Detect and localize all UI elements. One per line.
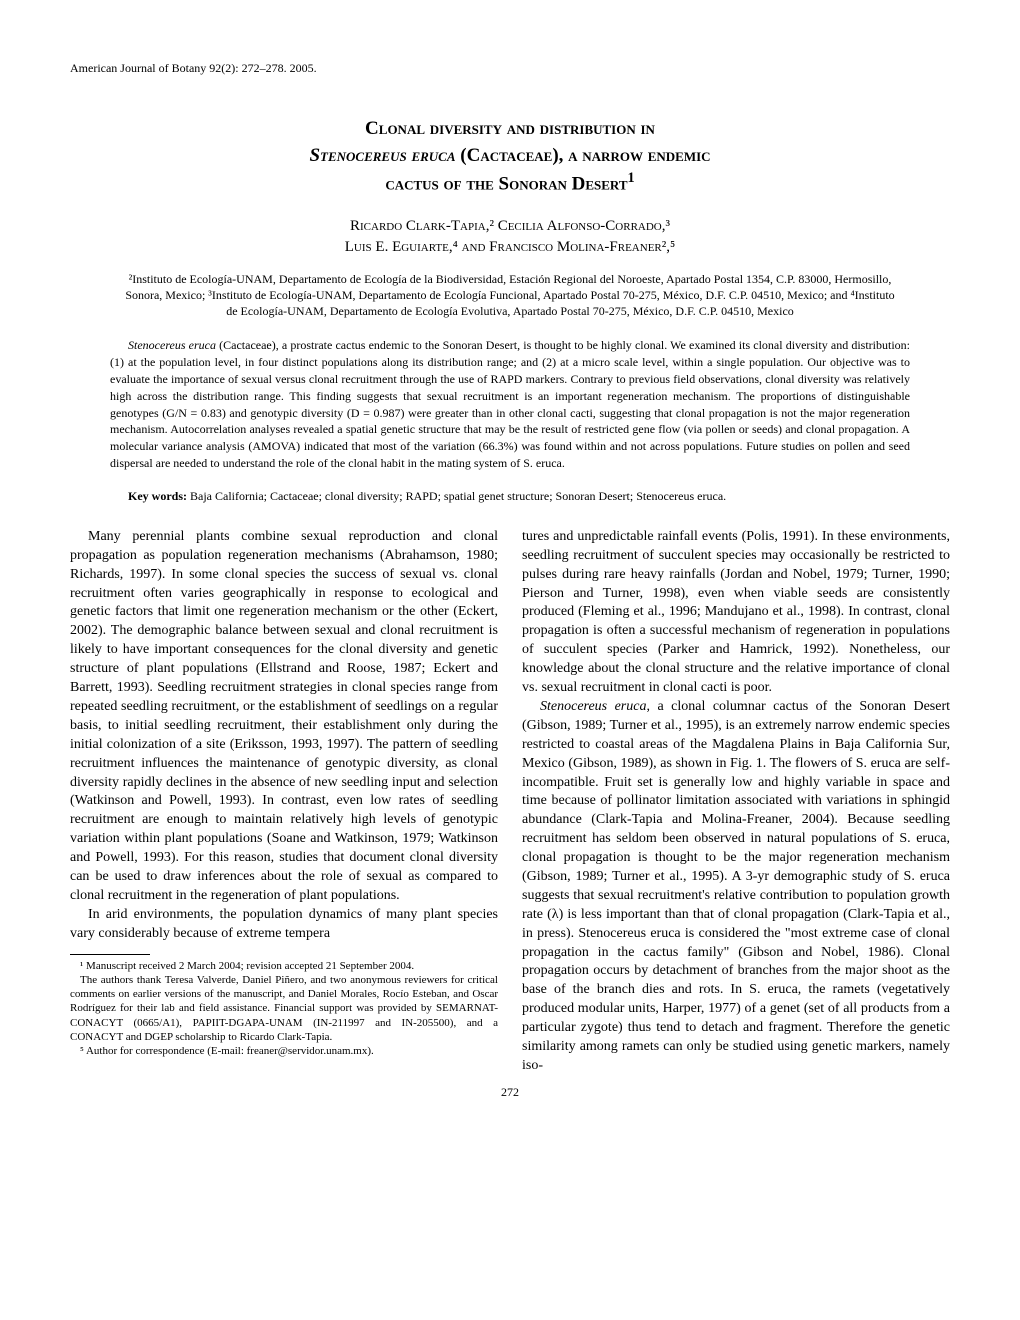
body-paragraph-3: tures and unpredictable rainfall events …	[522, 528, 950, 698]
abstract-body: (Cactaceae), a prostrate cactus endemic …	[110, 338, 910, 470]
body-paragraph-4: Stenocereus eruca, a clonal columnar cac…	[522, 698, 950, 1076]
affiliations: ²Instituto de Ecología-UNAM, Departament…	[120, 271, 900, 320]
title-footnote-marker: 1	[628, 170, 635, 186]
abstract: Stenocereus eruca (Cactaceae), a prostra…	[110, 337, 910, 471]
page-number: 272	[70, 1084, 950, 1100]
body-p4-species: Stenocereus eruca	[540, 699, 646, 714]
title-line2-rest: (Cactaceae), a narrow endemic	[456, 145, 711, 166]
footnote-1: ¹ Manuscript received 2 March 2004; revi…	[70, 959, 498, 973]
footnote-3: ⁵ Author for correspondence (E-mail: fre…	[70, 1044, 498, 1058]
keywords-text: Baja California; Cactaceae; clonal diver…	[190, 489, 726, 503]
title-line1: Clonal diversity and distribution in	[365, 118, 655, 139]
keywords: Key words: Baja California; Cactaceae; c…	[110, 488, 910, 504]
footnote-2: The authors thank Teresa Valverde, Danie…	[70, 973, 498, 1044]
body-p4-rest: , a clonal columnar cactus of the Sonora…	[522, 699, 950, 1073]
body-paragraph-2: In arid environments, the population dyn…	[70, 906, 498, 944]
journal-header: American Journal of Botany 92(2): 272–27…	[70, 60, 950, 76]
title-line3: cactus of the Sonoran Desert	[385, 174, 627, 195]
body-columns: Many perennial plants combine sexual rep…	[70, 528, 950, 1076]
authors-line2: Luis E. Eguiarte,⁴ and Francisco Molina-…	[345, 239, 675, 255]
body-paragraph-1: Many perennial plants combine sexual rep…	[70, 528, 498, 906]
keywords-label: Key words:	[128, 489, 187, 503]
title-species: Stenocereus eruca	[309, 145, 455, 166]
footnote-divider	[70, 954, 150, 955]
paper-title: Clonal diversity and distribution in Ste…	[70, 116, 950, 198]
abstract-species: Stenocereus eruca	[128, 338, 216, 352]
authors: Ricardo Clark-Tapia,² Cecilia Alfonso-Co…	[70, 216, 950, 257]
authors-line1: Ricardo Clark-Tapia,² Cecilia Alfonso-Co…	[350, 218, 670, 234]
